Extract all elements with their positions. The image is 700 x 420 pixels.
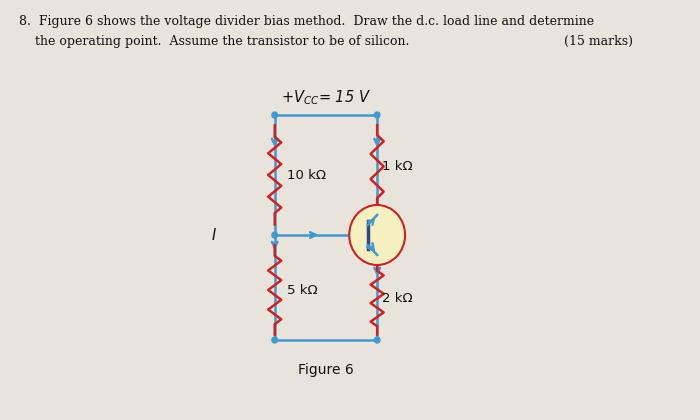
Circle shape [374,112,380,118]
Text: 1 kΩ: 1 kΩ [382,160,412,173]
Text: 2 kΩ: 2 kΩ [382,292,412,305]
Text: I: I [212,228,216,242]
Circle shape [272,232,277,238]
Text: 10 kΩ: 10 kΩ [287,168,326,181]
Circle shape [272,337,277,343]
Text: 5 kΩ: 5 kΩ [287,284,317,297]
Text: 8.  Figure 6 shows the voltage divider bias method.  Draw the d.c. load line and: 8. Figure 6 shows the voltage divider bi… [19,15,594,28]
Text: (15 marks): (15 marks) [564,35,634,48]
Circle shape [349,205,405,265]
Text: Figure 6: Figure 6 [298,363,354,377]
Circle shape [272,112,277,118]
Text: the operating point.  Assume the transistor to be of silicon.: the operating point. Assume the transist… [19,35,409,48]
Text: $+V_{CC}$= 15 V: $+V_{CC}$= 15 V [281,88,371,107]
Circle shape [374,337,380,343]
